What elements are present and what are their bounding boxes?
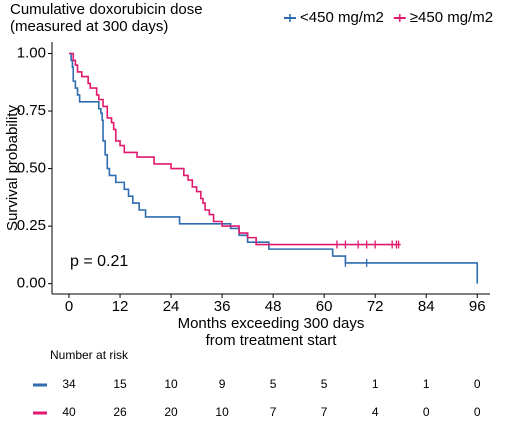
y-tick-label: 0.50 — [17, 160, 46, 177]
x-axis-label: Months exceeding 300 days — [178, 315, 365, 332]
legend-label: <450 mg/m2 — [300, 9, 384, 26]
risk-count: 7 — [321, 405, 328, 419]
risk-count: 20 — [164, 405, 178, 419]
risk-count: 0 — [474, 405, 481, 419]
risk-count: 5 — [270, 377, 277, 391]
p-value: p = 0.21 — [70, 253, 128, 270]
risk-count: 15 — [113, 377, 127, 391]
risk-count: 4 — [372, 405, 379, 419]
x-tick-label: 36 — [214, 298, 231, 315]
risk-count: 0 — [423, 405, 430, 419]
risk-count: 10 — [215, 405, 229, 419]
risk-count: 34 — [62, 377, 76, 391]
legend-title: (measured at 300 days) — [10, 18, 168, 35]
x-tick-label: 12 — [112, 298, 129, 315]
risk-count: 26 — [113, 405, 127, 419]
legend-title: Cumulative doxorubicin dose — [10, 1, 203, 18]
x-tick-label: 72 — [367, 298, 384, 315]
x-tick-label: 0 — [65, 298, 73, 315]
x-tick-label: 96 — [469, 298, 486, 315]
x-tick-label: 84 — [418, 298, 435, 315]
y-tick-label: 0.00 — [17, 275, 46, 292]
survival-curve — [69, 52, 401, 246]
risk-table-title: Number at risk — [50, 348, 129, 362]
y-tick-label: 0.75 — [17, 102, 46, 119]
risk-count: 40 — [62, 405, 76, 419]
x-tick-label: 24 — [163, 298, 180, 315]
risk-count: 7 — [270, 405, 277, 419]
y-axis-label: Survival probability — [4, 105, 21, 231]
x-tick-label: 60 — [316, 298, 333, 315]
risk-count: 1 — [423, 377, 430, 391]
legend-label: ≥450 mg/m2 — [410, 9, 493, 26]
risk-count: 10 — [164, 377, 178, 391]
risk-count: 0 — [474, 377, 481, 391]
risk-count: 5 — [321, 377, 328, 391]
x-axis-label: from treatment start — [206, 332, 338, 349]
survival-curve — [69, 52, 479, 284]
y-tick-label: 1.00 — [17, 44, 46, 61]
y-tick-label: 0.25 — [17, 217, 46, 234]
risk-count: 9 — [219, 377, 226, 391]
risk-count: 1 — [372, 377, 379, 391]
x-tick-label: 48 — [265, 298, 282, 315]
